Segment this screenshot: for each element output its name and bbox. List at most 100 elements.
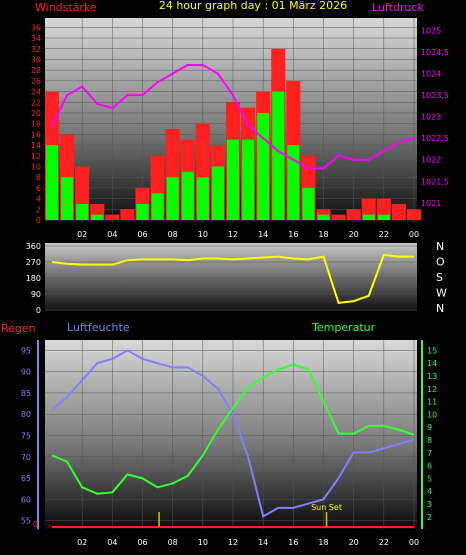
wind-avg-bar	[61, 177, 74, 220]
wind-avg-bar	[136, 203, 149, 220]
temperature-line	[51, 363, 415, 495]
compass-label: N	[436, 240, 444, 253]
pressure-point	[201, 63, 205, 67]
hour-tick-label: 16	[288, 538, 298, 547]
wind-gust-bar	[105, 214, 120, 220]
hour-tick-label: 04	[107, 538, 117, 547]
wind-tick-label: 30	[31, 55, 41, 64]
compass-label: W	[436, 287, 447, 300]
wind-tick-label: 16	[31, 130, 41, 139]
temperature-tick-label: 9	[427, 423, 432, 432]
pressure-point	[111, 106, 114, 110]
rain-axis-title: Regen	[1, 322, 36, 335]
temperature-tick-label: 14	[427, 359, 437, 368]
wind-avg-bar	[181, 171, 194, 220]
wind-avg-bar	[287, 145, 300, 220]
pressure-axis-title: Luftdruck	[372, 1, 424, 14]
pressure-point	[216, 72, 220, 75]
wind-gust-bar	[120, 209, 135, 220]
wind-pressure-panel: 0246810121416182022242628303234361021102…	[31, 18, 449, 239]
temperature-tick-label: 4	[427, 487, 432, 496]
hour-tick-label: 10	[198, 230, 208, 239]
hour-tick-label: 12	[228, 230, 238, 239]
pressure-point	[261, 137, 265, 140]
humidity-temperature-panel: Sun Set 55 60 65 70 75 80 85 90 95 2 3 4 5 6 7 8 9 10 11 12…	[21, 340, 437, 547]
direction-tick-label: 360	[26, 242, 41, 251]
pressure-point	[307, 167, 310, 170]
pressure-point	[412, 137, 416, 140]
wind-gust-bar	[331, 214, 346, 220]
humidity-temperature-plot-area	[45, 340, 417, 529]
wind-avg-bar	[317, 214, 330, 220]
hour-tick-label: 06	[137, 538, 147, 547]
wind-tick-label: 8	[36, 173, 41, 182]
humidity-tick-label: 90	[21, 368, 31, 377]
wind-tick-label: 0	[36, 216, 41, 225]
pressure-tick-label: 1021	[421, 199, 441, 208]
pressure-tick-label: 1025	[421, 27, 441, 36]
pressure-point	[382, 149, 386, 153]
wind-tick-label: 20	[31, 109, 41, 118]
pressure-point	[292, 158, 295, 161]
wind-gust-bar	[391, 203, 406, 220]
temperature-tick-label: 7	[427, 449, 432, 458]
wind-avg-bar	[166, 177, 179, 220]
pressure-point	[96, 102, 99, 105]
pressure-point	[397, 141, 401, 144]
hour-tick-label: 18	[318, 538, 328, 547]
hour-tick-label: 00	[409, 230, 419, 239]
pressure-tick-label: 1024	[421, 70, 441, 79]
hour-tick-label: 08	[168, 538, 178, 547]
wind-avg-bar	[45, 145, 59, 220]
wind-tick-label: 12	[31, 152, 41, 161]
pressure-tick-label: 1023	[421, 113, 441, 122]
humidity-tick-label: 60	[21, 495, 31, 504]
pressure-point	[65, 93, 69, 97]
hour-tick-label: 04	[107, 230, 117, 239]
chart-title: 24 hour graph day : 01 März 2026	[159, 0, 347, 12]
humidity-tick-label: 70	[21, 453, 31, 462]
pressure-tick-label: 1023,5	[421, 91, 449, 100]
wind-avg-bar	[76, 203, 89, 220]
wind-axis-title: Windstärke	[35, 1, 97, 14]
pressure-point	[337, 154, 340, 157]
wind-tick-label: 4	[36, 195, 41, 204]
temperature-tick-label: 3	[427, 500, 432, 509]
temperature-tick-label: 11	[427, 398, 437, 407]
hour-tick-label: 18	[318, 230, 328, 239]
wind-avg-bar	[362, 214, 375, 220]
pressure-point	[367, 158, 370, 161]
pressure-point	[50, 124, 54, 127]
wind-avg-bar	[91, 214, 104, 220]
humidity-tick-label: 95	[21, 346, 31, 355]
direction-tick-label: 90	[31, 290, 41, 299]
wind-avg-bar	[151, 193, 164, 220]
pressure-point	[156, 81, 159, 84]
temperature-tick-label: 10	[427, 410, 437, 419]
wind-avg-bar	[226, 139, 240, 220]
temperature-tick-label: 2	[427, 513, 432, 522]
pressure-point	[277, 149, 280, 153]
compass-label: O	[436, 256, 445, 269]
sunset-annotation: Sun Set	[311, 503, 342, 512]
temperature-tick-label: 12	[427, 385, 437, 394]
temperature-tick-label: 8	[427, 436, 432, 445]
pressure-tick-label: 1022	[421, 156, 441, 165]
hour-tick-label: 20	[349, 538, 359, 547]
wind-avg-bar	[242, 139, 255, 220]
direction-tick-label: 270	[26, 258, 41, 267]
pressure-point	[246, 124, 250, 127]
wind-tick-label: 10	[31, 162, 41, 171]
humidity-tick-label: 80	[21, 410, 31, 419]
wind-tick-label: 32	[31, 45, 41, 54]
hour-tick-label: 06	[137, 230, 147, 239]
wind-gust-bar	[346, 209, 361, 220]
wind-direction-line	[51, 253, 414, 304]
humidity-axis-title: Luftfeuchte	[67, 321, 130, 334]
hour-tick-label: 20	[349, 230, 359, 239]
wind-avg-bar	[272, 91, 285, 220]
pressure-point	[231, 93, 235, 97]
pressure-point	[352, 158, 355, 161]
wind-tick-label: 24	[31, 88, 41, 97]
